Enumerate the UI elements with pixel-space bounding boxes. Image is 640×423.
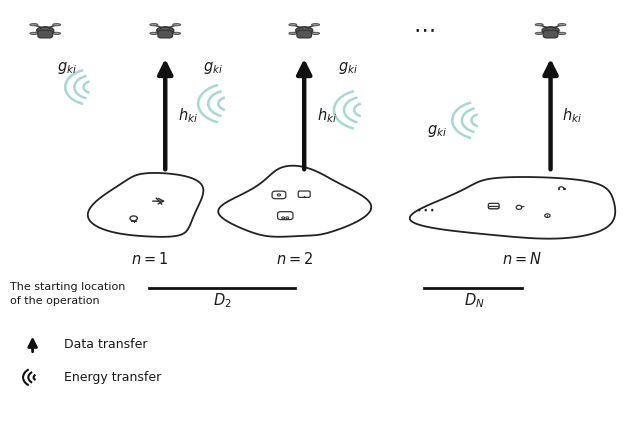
Text: $n = N$: $n = N$: [502, 251, 542, 267]
Text: $D_2$: $D_2$: [212, 291, 232, 310]
Ellipse shape: [30, 32, 38, 35]
FancyBboxPatch shape: [272, 191, 286, 199]
Text: Data transfer: Data transfer: [64, 338, 148, 351]
Polygon shape: [218, 166, 371, 237]
Ellipse shape: [558, 24, 566, 26]
Text: $\cdots$: $\cdots$: [415, 200, 434, 219]
Ellipse shape: [157, 27, 174, 34]
Ellipse shape: [535, 32, 543, 35]
FancyBboxPatch shape: [38, 30, 52, 38]
FancyBboxPatch shape: [543, 30, 558, 38]
Ellipse shape: [30, 24, 38, 26]
Polygon shape: [88, 173, 204, 237]
Bar: [563, 188, 565, 190]
Text: $n = 2$: $n = 2$: [276, 251, 314, 267]
Ellipse shape: [542, 27, 559, 34]
Circle shape: [282, 217, 285, 219]
FancyBboxPatch shape: [297, 30, 312, 38]
FancyBboxPatch shape: [278, 212, 293, 220]
Circle shape: [130, 216, 138, 221]
Ellipse shape: [296, 27, 313, 34]
Text: $g_{ki}$: $g_{ki}$: [203, 60, 223, 77]
Text: $h_{ki}$: $h_{ki}$: [562, 107, 582, 126]
Ellipse shape: [173, 32, 180, 35]
Circle shape: [286, 217, 289, 219]
Ellipse shape: [150, 24, 158, 26]
Ellipse shape: [52, 24, 61, 26]
FancyBboxPatch shape: [488, 206, 499, 209]
Bar: [557, 188, 559, 190]
Ellipse shape: [535, 24, 543, 26]
Text: Energy transfer: Energy transfer: [64, 371, 161, 384]
Text: $g_{ki}$: $g_{ki}$: [427, 123, 447, 139]
Ellipse shape: [173, 24, 180, 26]
FancyBboxPatch shape: [488, 203, 499, 209]
Text: $h_{ki}$: $h_{ki}$: [178, 107, 198, 126]
Ellipse shape: [516, 205, 522, 209]
Ellipse shape: [150, 32, 158, 35]
Ellipse shape: [558, 32, 566, 35]
Ellipse shape: [312, 32, 319, 35]
Text: $g_{ki}$: $g_{ki}$: [339, 60, 358, 77]
Text: $h_{ki}$: $h_{ki}$: [317, 107, 337, 126]
Ellipse shape: [289, 32, 297, 35]
Text: $n = 1$: $n = 1$: [131, 251, 168, 267]
Circle shape: [277, 194, 280, 196]
Ellipse shape: [36, 27, 54, 34]
Ellipse shape: [289, 24, 297, 26]
Ellipse shape: [312, 24, 319, 26]
FancyBboxPatch shape: [298, 191, 310, 198]
Circle shape: [545, 214, 550, 217]
Text: The starting location
of the operation: The starting location of the operation: [10, 283, 126, 306]
Text: $g_{ki}$: $g_{ki}$: [58, 60, 77, 77]
Text: $D_N$: $D_N$: [465, 291, 485, 310]
Text: $\cdots$: $\cdots$: [413, 19, 435, 39]
Polygon shape: [410, 177, 615, 239]
FancyBboxPatch shape: [158, 30, 173, 38]
Ellipse shape: [52, 32, 61, 35]
